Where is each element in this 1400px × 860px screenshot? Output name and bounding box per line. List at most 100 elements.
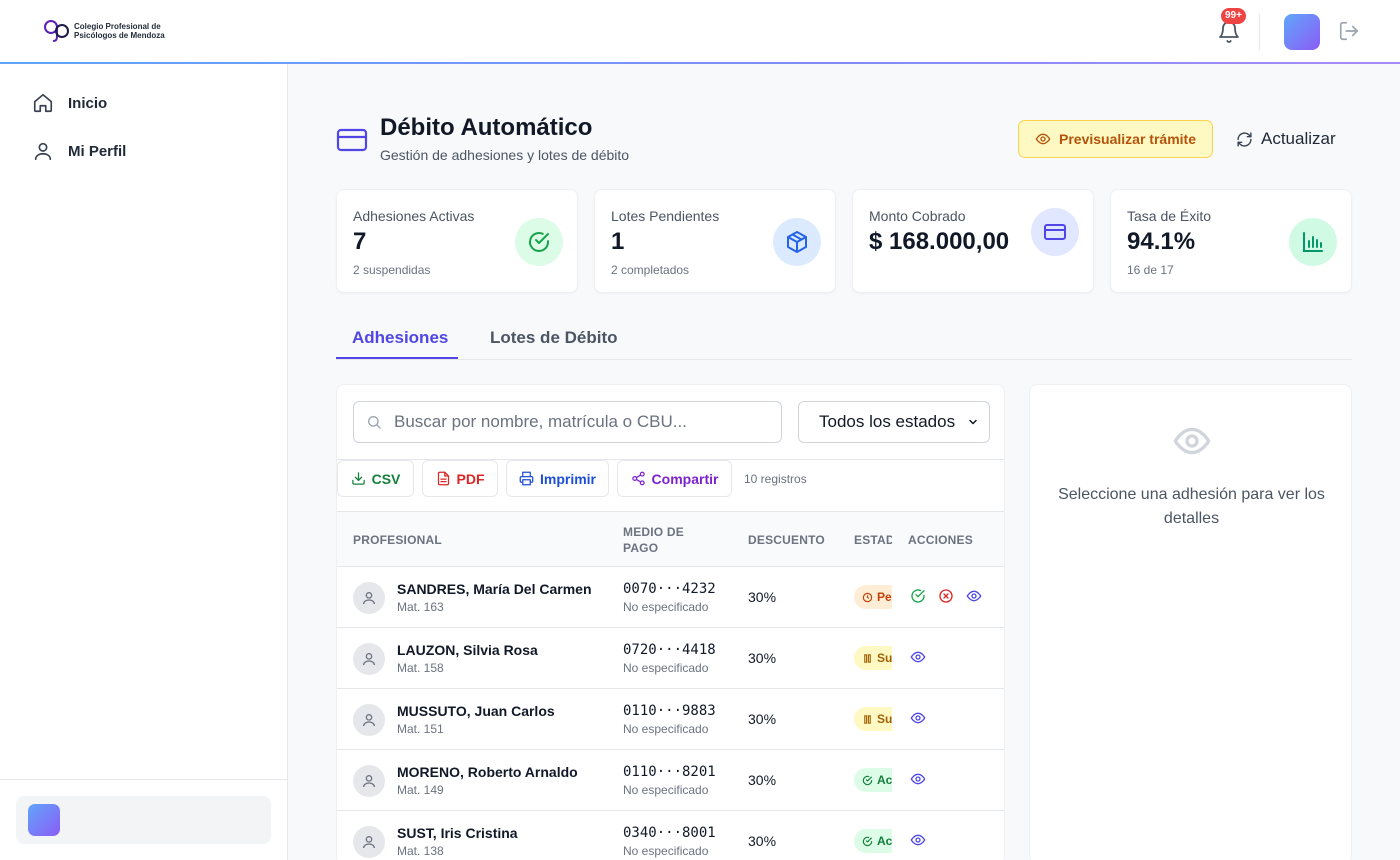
avatar bbox=[353, 643, 385, 675]
stat-card-adhesiones: Adhesiones Activas 7 2 suspendidas bbox=[336, 189, 578, 293]
table-row[interactable]: MUSSUTO, Juan Carlos Mat. 151 0110···988… bbox=[337, 689, 1004, 750]
table-header: PROFESIONAL MEDIO DE PAGO DESCUENTO ESTA… bbox=[337, 511, 1004, 567]
column-header-acciones: ACCIONES bbox=[908, 533, 973, 547]
export-csv-button[interactable]: CSV bbox=[337, 460, 414, 497]
sidebar-user-card[interactable] bbox=[16, 796, 271, 844]
table-row[interactable]: LAUZON, Silvia Rosa Mat. 158 0720···4418… bbox=[337, 628, 1004, 689]
professional-matricula: Mat. 163 bbox=[397, 600, 444, 614]
view-eye-icon[interactable] bbox=[910, 649, 926, 665]
eye-icon bbox=[1035, 133, 1051, 145]
logo-text: Colegio Profesional de Psicólogos de Men… bbox=[74, 22, 165, 40]
stat-card-monto: Monto Cobrado $ 168.000,00 bbox=[852, 189, 1094, 293]
view-eye-icon[interactable] bbox=[910, 710, 926, 726]
user-icon bbox=[363, 592, 375, 605]
stat-value: $ 168.000,00 bbox=[869, 228, 1010, 255]
status-badge-label: Suspendida bbox=[877, 712, 892, 726]
approve-icon[interactable] bbox=[910, 588, 926, 604]
stat-label: Adhesiones Activas bbox=[353, 208, 475, 224]
status-filter-select[interactable]: Todos los estados bbox=[798, 401, 990, 443]
avatar bbox=[353, 704, 385, 736]
discount-value: 30% bbox=[748, 711, 777, 727]
bar-chart-icon bbox=[1303, 232, 1323, 252]
row-actions bbox=[910, 649, 926, 665]
column-header-profesional: PROFESIONAL bbox=[353, 533, 442, 547]
logo-line-2: Psicólogos de Mendoza bbox=[74, 31, 165, 40]
check-circle-icon bbox=[529, 232, 549, 252]
status-badge: Suspendida bbox=[854, 646, 892, 670]
status-cell: Suspendida bbox=[854, 707, 892, 731]
discount-value: 30% bbox=[748, 650, 777, 666]
reject-icon[interactable] bbox=[938, 588, 954, 604]
table-row[interactable]: SUST, Iris Cristina Mat. 138 0340···8001… bbox=[337, 811, 1004, 860]
logo-mark-icon bbox=[44, 20, 69, 42]
discount-value: 30% bbox=[748, 833, 777, 849]
search-input[interactable] bbox=[394, 412, 774, 432]
payment-method: No especificado bbox=[623, 783, 709, 797]
status-cell: Pendiente bbox=[854, 585, 892, 609]
professional-name: SUST, Iris Cristina bbox=[397, 825, 518, 841]
active-tab-indicator bbox=[336, 357, 458, 359]
preview-button[interactable]: Previsualizar trámite bbox=[1018, 120, 1213, 158]
view-eye-icon[interactable] bbox=[910, 832, 926, 848]
adhesiones-panel: Todos los estados CSV PDF Imprimir Compa… bbox=[336, 384, 1005, 860]
status-badge-label: Pendiente bbox=[877, 590, 892, 604]
user-icon bbox=[363, 836, 375, 849]
stat-sub: 2 completados bbox=[611, 263, 690, 277]
view-eye-icon[interactable] bbox=[910, 771, 926, 787]
stat-icon-bg bbox=[1031, 208, 1079, 256]
stat-sub: 2 suspendidas bbox=[353, 263, 431, 277]
stat-value: 94.1% bbox=[1127, 228, 1196, 255]
sidebar-item-label: Inicio bbox=[68, 94, 108, 112]
export-pdf-label: PDF bbox=[456, 470, 485, 487]
stat-label: Tasa de Éxito bbox=[1127, 208, 1212, 224]
stat-label: Monto Cobrado bbox=[869, 208, 966, 224]
professional-name: MUSSUTO, Juan Carlos bbox=[397, 703, 555, 719]
payment-method: No especificado bbox=[623, 661, 709, 675]
share-button[interactable]: Compartir bbox=[617, 460, 732, 497]
share-label: Compartir bbox=[651, 470, 719, 487]
professional-matricula: Mat. 151 bbox=[397, 722, 444, 736]
preview-button-label: Previsualizar trámite bbox=[1059, 131, 1196, 147]
view-eye-icon[interactable] bbox=[966, 588, 982, 604]
pause-icon bbox=[864, 653, 871, 663]
row-actions bbox=[910, 588, 982, 604]
payment-method: No especificado bbox=[623, 844, 709, 858]
professional-matricula: Mat. 138 bbox=[397, 844, 444, 858]
sidebar-divider bbox=[0, 779, 287, 780]
sidebar-item-inicio[interactable]: Inicio bbox=[32, 92, 107, 114]
discount-value: 30% bbox=[748, 772, 777, 788]
home-icon bbox=[33, 93, 53, 113]
table-row[interactable]: MORENO, Roberto Arnaldo Mat. 149 0110···… bbox=[337, 750, 1004, 811]
records-count: 10 registros bbox=[744, 472, 807, 486]
avatar bbox=[353, 582, 385, 614]
stat-value: 1 bbox=[611, 228, 625, 255]
professional-name: MORENO, Roberto Arnaldo bbox=[397, 764, 578, 780]
check-circle-icon bbox=[862, 775, 873, 785]
row-actions bbox=[910, 771, 926, 787]
sidebar-item-mi-perfil[interactable]: Mi Perfil bbox=[32, 140, 126, 162]
status-badge: Activa bbox=[854, 768, 892, 792]
export-pdf-button[interactable]: PDF bbox=[422, 460, 498, 497]
search-box bbox=[353, 401, 782, 443]
logout-icon[interactable] bbox=[1338, 20, 1360, 42]
user-icon bbox=[363, 775, 375, 788]
refresh-button[interactable]: Actualizar bbox=[1236, 120, 1346, 158]
status-cell: Suspendida bbox=[854, 646, 892, 670]
stat-sub: 16 de 17 bbox=[1127, 263, 1174, 277]
logo[interactable]: Colegio Profesional de Psicólogos de Men… bbox=[42, 18, 165, 44]
user-avatar[interactable] bbox=[1284, 14, 1320, 50]
print-label: Imprimir bbox=[539, 470, 596, 487]
status-filter-value: Todos los estados bbox=[819, 412, 956, 431]
tab-lotes-de-debito[interactable]: Lotes de Débito bbox=[490, 328, 618, 347]
print-button[interactable]: Imprimir bbox=[506, 460, 609, 497]
professional-name: LAUZON, Silvia Rosa bbox=[397, 642, 538, 658]
toolbar-divider bbox=[337, 459, 1004, 460]
tab-adhesiones[interactable]: Adhesiones bbox=[352, 328, 449, 347]
status-cell: Activa bbox=[854, 768, 892, 792]
package-icon bbox=[787, 231, 807, 253]
column-header-descuento: DESCUENTO bbox=[748, 533, 825, 547]
professional-matricula: Mat. 149 bbox=[397, 783, 444, 797]
row-actions bbox=[910, 710, 926, 726]
refresh-button-label: Actualizar bbox=[1261, 129, 1336, 148]
table-row[interactable]: SANDRES, María Del Carmen Mat. 163 0070·… bbox=[337, 567, 1004, 628]
